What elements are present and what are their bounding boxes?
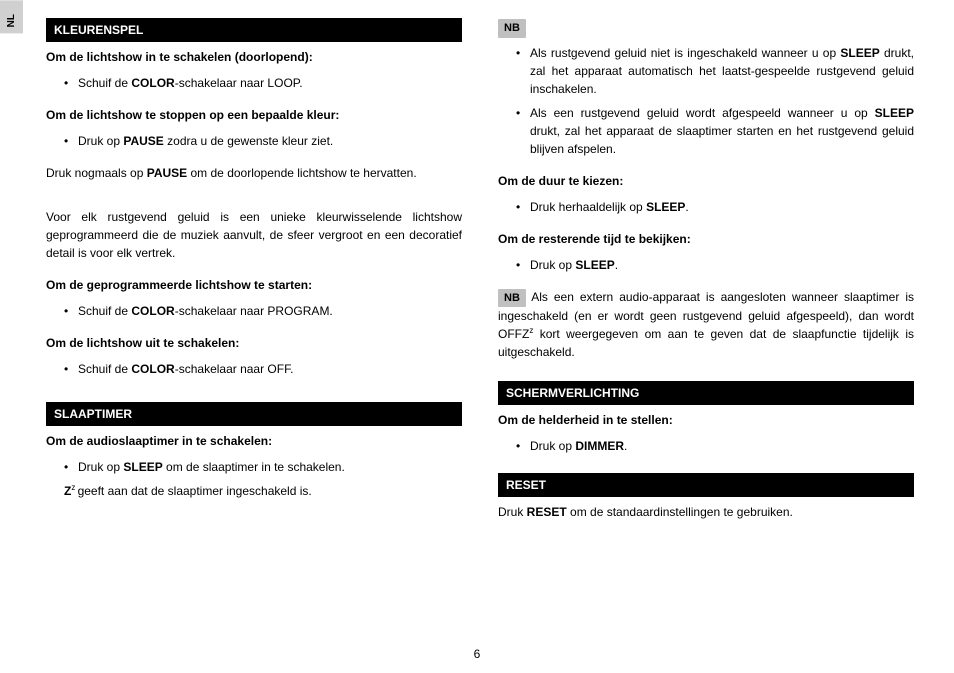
text: zodra u de gewenste kleur ziet.	[164, 134, 333, 148]
section-header-slaaptimer: SLAAPTIMER	[46, 402, 462, 426]
list-item: Druk op SLEEP.	[516, 256, 914, 274]
language-tab: NL	[0, 0, 23, 33]
list-item: Druk op SLEEP om de slaaptimer in te sch…	[64, 458, 462, 476]
bold: RESET	[527, 505, 567, 519]
bold: COLOR	[131, 76, 174, 90]
text: Schuif de	[78, 362, 131, 376]
text: Druk op	[78, 134, 123, 148]
text: Druk op	[78, 460, 123, 474]
bold: SLEEP	[840, 46, 879, 60]
text: kort weergegeven om aan te geven dat de …	[498, 327, 914, 359]
bold: Om de helderheid in te stellen	[498, 413, 669, 427]
section-header-kleurenspel: KLEURENSPEL	[46, 18, 462, 42]
bold: PAUSE	[123, 134, 163, 148]
subheading: Om de lichtshow te stoppen op een bepaal…	[46, 106, 462, 124]
bullet-list: Schuif de COLOR-schakelaar naar OFF.	[46, 360, 462, 378]
text: om de doorlopende lichtshow te hervatten…	[187, 166, 416, 180]
list-item: Druk herhaaldelijk op SLEEP.	[516, 198, 914, 216]
subheading: Om de resterende tijd te bekijken:	[498, 230, 914, 248]
subheading: Om de lichtshow uit te schakelen:	[46, 334, 462, 352]
bold: SLEEP	[123, 460, 162, 474]
text: Druk op	[530, 439, 575, 453]
list-item: Als een rustgevend geluid wordt afgespee…	[516, 104, 914, 158]
bullet-list: Druk op SLEEP.	[498, 256, 914, 274]
section-header-schermverlichting: SCHERMVERLICHTING	[498, 381, 914, 405]
text: Druk nogmaals op	[46, 166, 147, 180]
bold: DIMMER	[575, 439, 624, 453]
text: drukt, zal het apparaat de slaaptimer st…	[530, 124, 914, 156]
right-column: NB Als rustgevend geluid niet is ingesch…	[498, 18, 914, 531]
paragraph: Druk nogmaals op PAUSE om de doorlopende…	[46, 164, 462, 182]
text: Als een rustgevend geluid wordt afgespee…	[530, 106, 875, 120]
bullet-list: Als rustgevend geluid niet is ingeschake…	[498, 44, 914, 158]
content-columns: KLEURENSPEL Om de lichtshow in te schake…	[46, 18, 914, 531]
indent-line: Zz geeft aan dat de slaaptimer ingeschak…	[64, 482, 462, 500]
subheading: Om de geprogrammeerde lichtshow te start…	[46, 276, 462, 294]
text: om de standaardinstellingen te gebruiken…	[567, 505, 793, 519]
text: .	[685, 200, 688, 214]
text: Druk herhaaldelijk op	[530, 200, 646, 214]
text: .	[624, 439, 627, 453]
text: Druk	[498, 505, 527, 519]
left-column: KLEURENSPEL Om de lichtshow in te schake…	[46, 18, 462, 531]
paragraph: Druk RESET om de standaardinstellingen t…	[498, 503, 914, 521]
nb-block: NB	[498, 18, 914, 38]
paragraph: Voor elk rustgevend geluid is een unieke…	[46, 208, 462, 262]
nb-badge: NB	[498, 19, 526, 38]
bold: COLOR	[131, 362, 174, 376]
list-item: Druk op PAUSE zodra u de gewenste kleur …	[64, 132, 462, 150]
text: -schakelaar naar LOOP.	[175, 76, 303, 90]
subheading: Om de duur te kiezen:	[498, 172, 914, 190]
text: -schakelaar naar OFF.	[175, 362, 294, 376]
bullet-list: Schuif de COLOR-schakelaar naar LOOP.	[46, 74, 462, 92]
bold: COLOR	[131, 304, 174, 318]
subheading: Om de helderheid in te stellen:	[498, 411, 914, 429]
text: geeft aan dat de slaaptimer ingeschakeld…	[78, 484, 312, 498]
section-header-reset: RESET	[498, 473, 914, 497]
list-item: Als rustgevend geluid niet is ingeschake…	[516, 44, 914, 98]
bullet-list: Druk op DIMMER.	[498, 437, 914, 455]
text: -schakelaar naar PROGRAM.	[175, 304, 333, 318]
subheading: Om de lichtshow in te schakelen (doorlop…	[46, 48, 462, 66]
list-item: Druk op DIMMER.	[516, 437, 914, 455]
list-item: Schuif de COLOR-schakelaar naar LOOP.	[64, 74, 462, 92]
bold: SLEEP	[575, 258, 614, 272]
bold: SLEEP	[646, 200, 685, 214]
text: Druk op	[530, 258, 575, 272]
page-number: 6	[0, 645, 954, 663]
text: Schuif de	[78, 304, 131, 318]
bullet-list: Druk herhaaldelijk op SLEEP.	[498, 198, 914, 216]
list-item: Schuif de COLOR-schakelaar naar OFF.	[64, 360, 462, 378]
bullet-list: Druk op PAUSE zodra u de gewenste kleur …	[46, 132, 462, 150]
bullet-list: Druk op SLEEP om de slaaptimer in te sch…	[46, 458, 462, 476]
bold: PAUSE	[147, 166, 187, 180]
subheading: Om de audioslaaptimer in te schakelen:	[46, 432, 462, 450]
bullet-list: Schuif de COLOR-schakelaar naar PROGRAM.	[46, 302, 462, 320]
text: Schuif de	[78, 76, 131, 90]
text: .	[615, 258, 618, 272]
list-item: Schuif de COLOR-schakelaar naar PROGRAM.	[64, 302, 462, 320]
nb-badge: NB	[498, 289, 526, 308]
text: Als rustgevend geluid niet is ingeschake…	[530, 46, 840, 60]
bold: SLEEP	[875, 106, 914, 120]
paragraph: NB Als een extern audio-apparaat is aang…	[498, 288, 914, 362]
text: :	[669, 413, 673, 427]
text: om de slaaptimer in te schakelen.	[163, 460, 345, 474]
